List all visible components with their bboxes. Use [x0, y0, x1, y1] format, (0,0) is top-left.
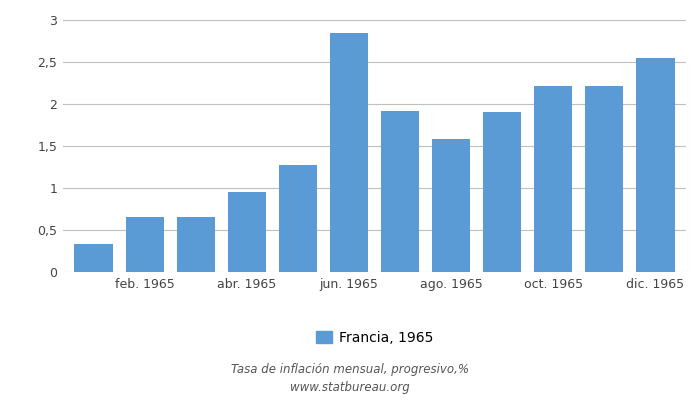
- Bar: [279, 165, 317, 272]
- Bar: [228, 192, 266, 272]
- Bar: [125, 218, 164, 272]
- Text: Tasa de inflación mensual, progresivo,%: Tasa de inflación mensual, progresivo,%: [231, 364, 469, 376]
- Bar: [483, 112, 522, 272]
- Legend: Francia, 1965: Francia, 1965: [316, 331, 433, 345]
- Bar: [585, 86, 624, 272]
- Bar: [432, 139, 470, 272]
- Text: www.statbureau.org: www.statbureau.org: [290, 382, 410, 394]
- Bar: [636, 58, 675, 272]
- Bar: [330, 33, 368, 272]
- Bar: [176, 218, 215, 272]
- Bar: [381, 111, 419, 272]
- Bar: [534, 86, 573, 272]
- Bar: [74, 244, 113, 272]
